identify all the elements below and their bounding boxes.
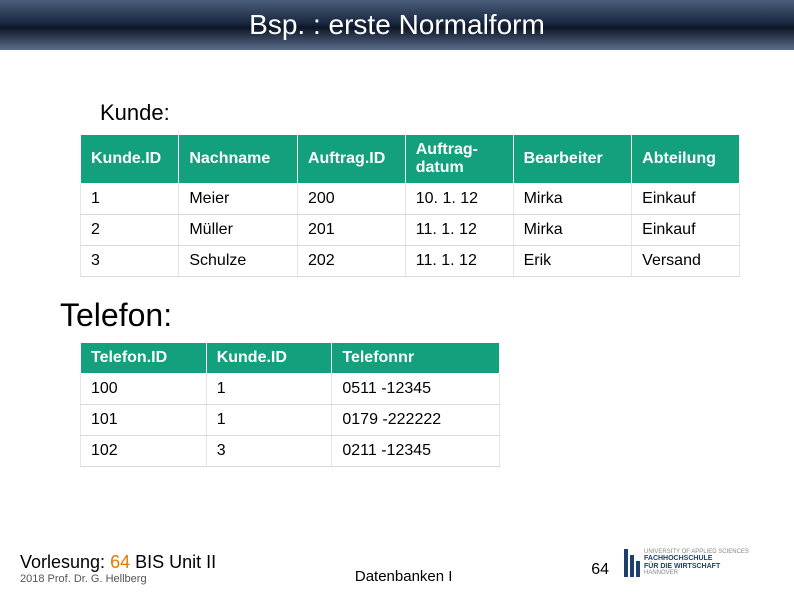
cell: 3 [81,246,179,277]
logo-bars-icon [624,549,640,577]
footer-right: 64 UNIVERSITY OF APPLIED SCIENCES FACHHO… [591,540,774,585]
footer: Vorlesung: 64 BIS Unit II 2018 Prof. Dr.… [0,540,794,585]
table-row: 1 Meier 200 10. 1. 12 Mirka Einkauf [81,184,740,215]
cell: Müller [179,215,298,246]
table1-label: Kunde: [100,100,734,126]
cell: 0511 -12345 [332,374,500,405]
cell: Einkauf [632,184,740,215]
cell: 10. 1. 12 [405,184,513,215]
slide-title: Bsp. : erste Normalform [249,9,545,41]
table2-label: Telefon: [60,297,734,334]
logo-line2: FÜR DIE WIRTSCHAFT [644,563,749,571]
cell: 0179 -222222 [332,405,500,436]
table-row: 3 Schulze 202 11. 1. 12 Erik Versand [81,246,740,277]
cell: 11. 1. 12 [405,215,513,246]
cell: Versand [632,246,740,277]
cell: Einkauf [632,215,740,246]
cell: 101 [81,405,207,436]
professor-line: 2018 Prof. Dr. G. Hellberg [20,573,216,585]
table-row: 100 1 0511 -12345 [81,374,500,405]
col-header: Kunde.ID [81,135,179,184]
cell: 200 [297,184,405,215]
col-header: Bearbeiter [513,135,632,184]
cell: 1 [206,405,332,436]
logo-text-block: UNIVERSITY OF APPLIED SCIENCES FACHHOCHS… [644,549,749,576]
logo-line1: FACHHOCHSCHULE [644,555,749,563]
cell: 202 [297,246,405,277]
cell: 100 [81,374,207,405]
cell: Meier [179,184,298,215]
cell: Mirka [513,184,632,215]
content-area: Kunde: Kunde.ID Nachname Auftrag.ID Auft… [0,50,794,467]
col-header: Telefonnr [332,343,500,374]
cell: Schulze [179,246,298,277]
table-row: 101 1 0179 -222222 [81,405,500,436]
cell: Erik [513,246,632,277]
table-header-row: Telefon.ID Kunde.ID Telefonnr [81,343,500,374]
table-row: 102 3 0211 -12345 [81,436,500,467]
cell: 1 [206,374,332,405]
footer-left: Vorlesung: 64 BIS Unit II 2018 Prof. Dr.… [20,552,216,585]
title-bar: Bsp. : erste Normalform [0,0,794,50]
col-header: Kunde.ID [206,343,332,374]
cell: 3 [206,436,332,467]
cell: 2 [81,215,179,246]
cell: 11. 1. 12 [405,246,513,277]
col-header: Abteilung [632,135,740,184]
footer-center: Datenbanken I [355,568,453,585]
fhdw-logo: UNIVERSITY OF APPLIED SCIENCES FACHHOCHS… [624,540,774,585]
kunde-table: Kunde.ID Nachname Auftrag.ID Auftrag-dat… [80,134,740,277]
lecture-prefix: Vorlesung: [20,552,110,572]
logo-line3: HANNOVER [644,570,749,576]
table-header-row: Kunde.ID Nachname Auftrag.ID Auftrag-dat… [81,135,740,184]
col-header: Auftrag.ID [297,135,405,184]
lecture-title: BIS Unit II [130,552,216,572]
cell: 1 [81,184,179,215]
cell: Mirka [513,215,632,246]
lecture-number: 64 [110,552,130,572]
telefon-table: Telefon.ID Kunde.ID Telefonnr 100 1 0511… [80,342,500,467]
table-row: 2 Müller 201 11. 1. 12 Mirka Einkauf [81,215,740,246]
logo-top-line: UNIVERSITY OF APPLIED SCIENCES [644,549,749,555]
cell: 102 [81,436,207,467]
page-number: 64 [591,561,609,579]
col-header: Auftrag-datum [405,135,513,184]
cell: 201 [297,215,405,246]
lecture-line: Vorlesung: 64 BIS Unit II [20,552,216,573]
col-header: Telefon.ID [81,343,207,374]
cell: 0211 -12345 [332,436,500,467]
col-header: Nachname [179,135,298,184]
